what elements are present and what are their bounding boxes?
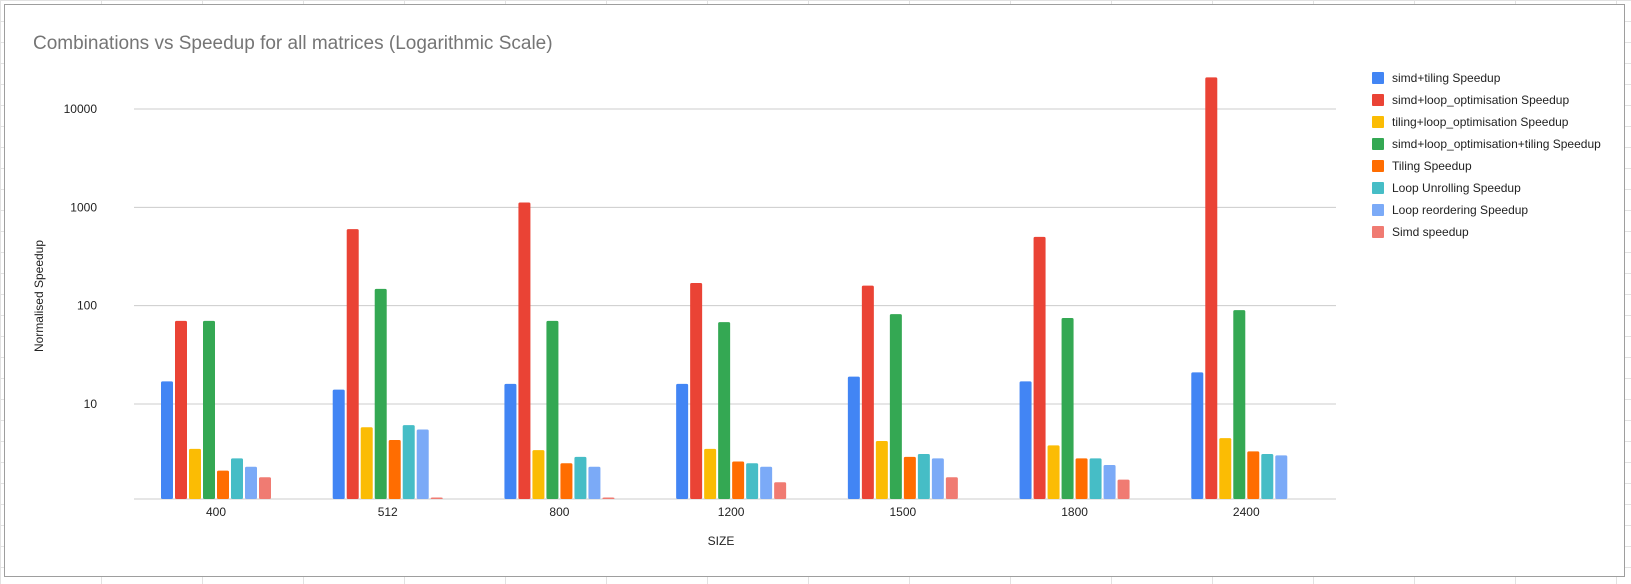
x-tick-label: 1500 [890,505,917,519]
legend-entry[interactable]: simd+tiling Speedup [1392,71,1501,85]
bar[interactable] [1205,77,1218,500]
legend[interactable]: simd+tiling Speedup simd+loop_optimisatio… [1372,71,1601,239]
bar[interactable] [346,229,359,500]
bar[interactable] [532,450,545,499]
bar[interactable] [718,322,731,499]
y-tick-label: 10 [84,397,98,411]
legend-swatch [1372,226,1384,238]
x-tick-label: 800 [549,505,569,519]
bar[interactable] [203,320,215,499]
x-tick-label: 2400 [1233,505,1260,519]
bar[interactable] [360,427,373,499]
bar[interactable] [1191,372,1204,499]
x-tick-label: 512 [378,505,398,519]
bar[interactable] [917,454,930,499]
legend-entry[interactable]: tiling+loop_optimisation Speedup [1392,115,1569,129]
x-tick-label: 1200 [718,505,745,519]
chart-container[interactable] [4,4,1625,577]
bar[interactable] [732,461,745,499]
legend-entry[interactable]: Simd speedup [1392,225,1469,239]
bar[interactable] [1075,458,1088,499]
bar[interactable] [1219,438,1232,499]
bar[interactable] [231,458,243,499]
bar[interactable] [945,477,958,499]
legend-entry[interactable]: simd+loop_optimisation Speedup [1392,93,1569,107]
bar[interactable] [1019,381,1032,499]
legend-entry[interactable]: Loop reordering Speedup [1392,203,1528,217]
legend-entry[interactable]: Tiling Speedup [1392,159,1472,173]
gridlines [134,108,1336,500]
bar[interactable] [690,283,703,499]
bar[interactable] [332,389,345,499]
bar[interactable] [504,383,517,499]
bar[interactable] [161,381,173,499]
legend-swatch [1372,182,1384,194]
bar[interactable] [760,466,773,499]
legend-swatch [1372,72,1384,84]
bar[interactable] [903,456,916,499]
bar[interactable] [546,320,559,499]
bar[interactable] [560,463,573,499]
bar[interactable] [875,441,888,499]
bar[interactable] [1047,445,1060,499]
chart-title: Combinations vs Speedup for all matrices… [33,33,553,54]
x-tick-label: 400 [206,505,226,519]
bar[interactable] [1261,454,1274,499]
x-tick-label: 1800 [1061,505,1088,519]
y-axis-label: Normalised Speedup [32,240,46,352]
bar[interactable] [676,383,689,499]
bar[interactable] [1275,455,1288,499]
bar[interactable] [374,288,387,499]
bar[interactable] [574,456,587,499]
x-axis-ticks: 400 512 800 1200 1500 1800 2400 [206,505,1260,519]
legend-entry[interactable]: Loop Unrolling Speedup [1392,181,1521,195]
bar[interactable] [518,202,531,499]
y-axis-ticks: 10 100 1000 10000 [64,102,98,411]
bar[interactable] [189,448,201,499]
y-tick-label: 100 [77,299,97,313]
bar[interactable] [1247,451,1260,499]
bars [161,77,1288,500]
y-tick-label: 1000 [70,200,97,214]
legend-swatch [1372,204,1384,216]
legend-swatch [1372,116,1384,128]
bar[interactable] [861,285,874,499]
bar[interactable] [1089,458,1102,499]
bar[interactable] [847,376,860,499]
bar[interactable] [774,482,787,499]
bar[interactable] [588,466,601,499]
bar[interactable] [746,463,759,499]
bar[interactable] [602,497,615,500]
bar[interactable] [175,320,187,499]
bar[interactable] [704,448,717,499]
x-axis-label: SIZE [708,534,735,548]
bar[interactable] [416,429,429,499]
bar[interactable] [1233,310,1246,499]
y-tick-label: 10000 [64,102,98,116]
bar[interactable] [430,497,443,500]
legend-swatch [1372,94,1384,106]
bar[interactable] [402,425,415,499]
bar[interactable] [889,314,902,499]
legend-swatch [1372,138,1384,150]
legend-entry[interactable]: simd+loop_optimisation+tiling Speedup [1392,137,1601,151]
bar[interactable] [245,466,257,499]
bar[interactable] [1061,317,1074,499]
bar[interactable] [1033,236,1046,499]
bar[interactable] [217,470,229,499]
bar[interactable] [1117,479,1130,499]
bar[interactable] [259,477,271,499]
legend-swatch [1372,160,1384,172]
bar[interactable] [931,458,944,499]
bar[interactable] [1103,464,1116,499]
bar[interactable] [388,440,401,499]
